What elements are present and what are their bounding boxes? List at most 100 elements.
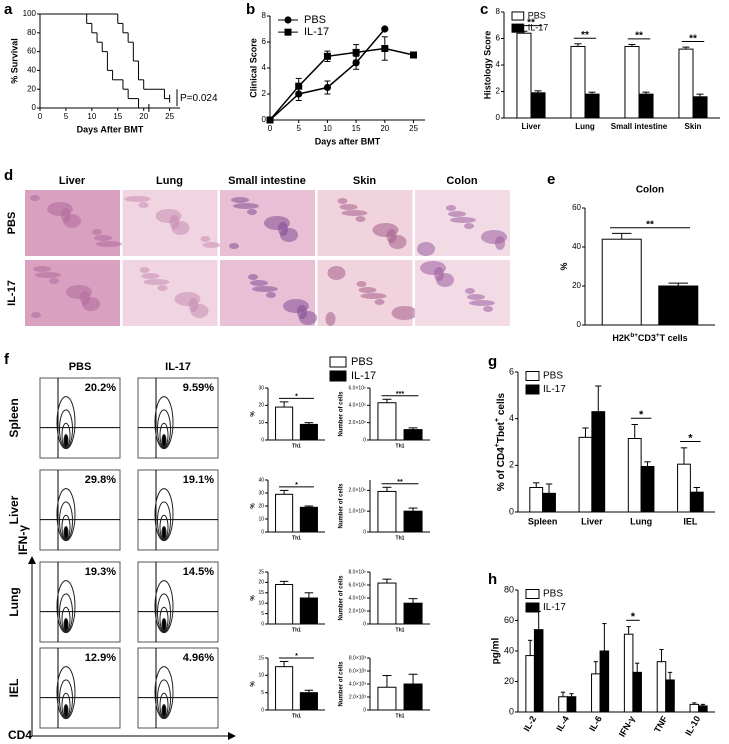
tissue-texture xyxy=(446,205,456,211)
tissue-texture xyxy=(283,299,309,313)
column-label: Skin xyxy=(353,175,377,187)
panel-letter: g xyxy=(488,353,497,370)
y-tick-label: 25 xyxy=(258,569,264,575)
y-tick-label: 15 xyxy=(258,590,264,596)
y-axis-label: % of CD4+Tbet+ cells xyxy=(494,392,506,491)
contour xyxy=(63,704,69,718)
legend-swatch xyxy=(525,589,540,599)
x-tick-label: TNF xyxy=(652,714,670,735)
percentage: 19.3% xyxy=(85,566,116,578)
y-tick-label: 6 xyxy=(262,37,267,46)
x-tick-label: 25 xyxy=(165,112,174,121)
x-tick-label: Th1 xyxy=(396,443,405,449)
y-tick-label: 0 xyxy=(363,621,366,627)
y-tick-label: 2 xyxy=(509,460,514,470)
y-tick-label: 40 xyxy=(504,645,514,655)
x-axis-label-part: b+ xyxy=(630,332,638,339)
panel-letter: c xyxy=(480,1,488,18)
bar xyxy=(525,655,535,713)
tissue-texture xyxy=(360,293,387,299)
x-tick-label: IL-4 xyxy=(554,714,571,733)
tissue-texture xyxy=(450,217,476,223)
x-tick-label: Spleen xyxy=(528,516,558,526)
chart-title: Colon xyxy=(636,185,664,196)
tissue-texture xyxy=(143,279,170,285)
contour xyxy=(154,488,174,542)
bar xyxy=(689,491,704,513)
y-tick-label: 15 xyxy=(258,655,264,661)
x-tick-label: Th1 xyxy=(396,627,405,633)
y-tick-label: 5 xyxy=(261,690,264,696)
contour xyxy=(161,526,167,540)
tissue-texture xyxy=(448,211,466,217)
contour xyxy=(159,422,169,448)
bar xyxy=(377,582,397,625)
y-axis-label: Clinical Score xyxy=(248,38,258,98)
contour xyxy=(56,488,76,542)
tissue-texture xyxy=(94,235,112,241)
y-axis-label: % xyxy=(559,262,569,270)
x-tick-label: IL-2 xyxy=(522,714,539,733)
column-label: Colon xyxy=(446,175,477,187)
bar xyxy=(529,487,544,513)
bar xyxy=(578,436,593,513)
x-tick-label: 5 xyxy=(296,124,301,133)
y-axis-label: % xyxy=(250,503,256,509)
y-tick-label: 6 xyxy=(509,366,514,376)
bar xyxy=(570,45,586,119)
bar xyxy=(275,406,294,441)
arrow-head xyxy=(28,556,36,564)
flow-plot xyxy=(39,561,121,643)
marker xyxy=(410,51,418,59)
bar xyxy=(591,673,601,713)
y-tick-label: 40 xyxy=(27,66,36,75)
y-tick-label: 0 xyxy=(262,115,267,124)
percentage: 20.2% xyxy=(85,382,116,394)
flow-plot xyxy=(39,377,121,459)
tissue-texture xyxy=(124,196,151,202)
percentage: 29.8% xyxy=(85,474,116,486)
contour xyxy=(154,580,174,634)
y-tick-label: 100 xyxy=(23,9,37,18)
y-tick-label: 4.0×10³ xyxy=(349,681,366,687)
y-tick-label: 0 xyxy=(363,437,366,443)
y-tick-label: 0 xyxy=(363,529,366,535)
x-tick-label: Th1 xyxy=(396,535,405,541)
bar xyxy=(542,492,556,513)
significance: ** xyxy=(635,31,643,42)
y-tick-label: 1.0×10⁶ xyxy=(349,509,367,515)
legend-marker xyxy=(284,16,292,24)
contour xyxy=(157,593,171,633)
legend-marker xyxy=(284,28,292,36)
x-tick-label: Skin xyxy=(685,122,702,131)
y-tick-label: 30 xyxy=(258,385,264,391)
legend-label: IL-17 xyxy=(304,26,329,38)
y-tick-label: 20 xyxy=(258,580,264,586)
y-tick-label: 0 xyxy=(32,103,37,112)
bar xyxy=(656,661,667,713)
y-tick-label: 2.0×10⁶ xyxy=(349,420,367,426)
y-tick-label: 4 xyxy=(509,413,514,423)
x-tick-label: 0 xyxy=(268,124,273,133)
y-axis-label: pg/ml xyxy=(491,637,502,664)
contour xyxy=(161,434,167,448)
significance: *** xyxy=(396,391,404,398)
tissue-texture xyxy=(465,288,475,294)
flow-plot xyxy=(137,469,219,551)
significance: ** xyxy=(527,17,535,28)
bar xyxy=(658,285,699,326)
tissue-texture xyxy=(469,300,495,306)
column-label: Small intestine xyxy=(228,175,306,187)
bar xyxy=(698,705,708,713)
significance: * xyxy=(295,653,298,660)
y-tick-label: 40 xyxy=(258,477,264,483)
y-tick-label: 0 xyxy=(261,529,264,535)
y-tick-label: 2 xyxy=(496,87,501,96)
tissue-texture xyxy=(231,197,249,203)
tissue-texture xyxy=(248,274,258,280)
bar xyxy=(377,402,397,441)
y-tick-label: 60 xyxy=(572,203,581,212)
contour xyxy=(59,501,73,541)
y-tick-label: 4 xyxy=(262,63,267,72)
legend-label: PBS xyxy=(543,371,563,382)
